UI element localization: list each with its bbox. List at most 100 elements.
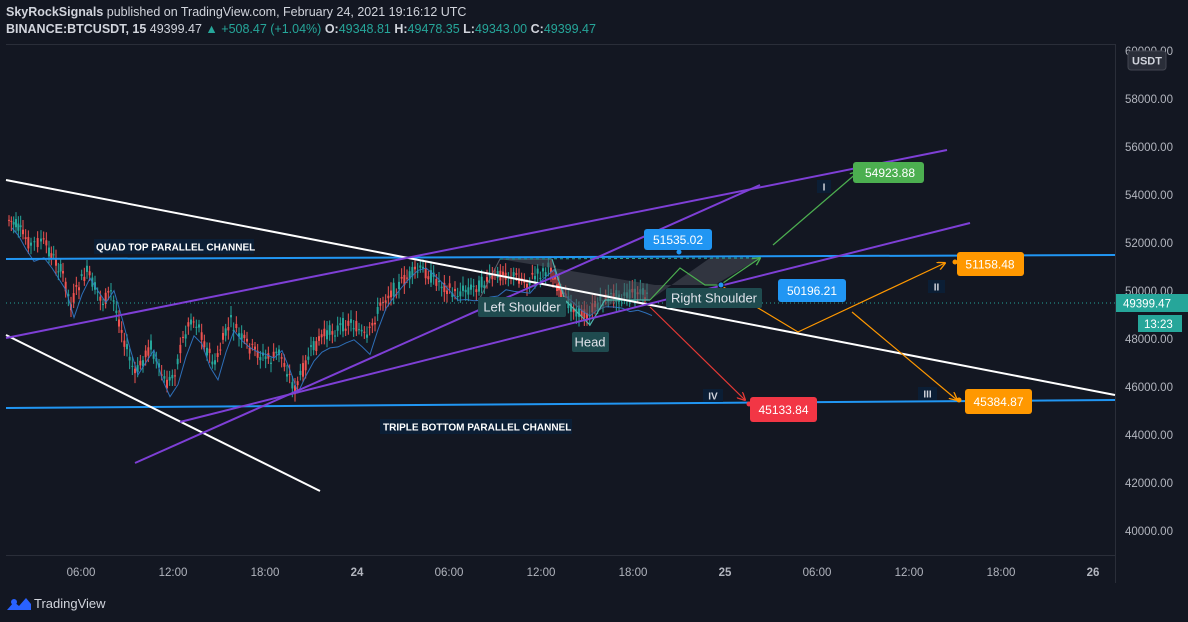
candle-body (52, 254, 55, 256)
target-price-45384[interactable]: 45384.87 (973, 395, 1023, 409)
candle-body (75, 285, 78, 287)
candle-body (554, 275, 556, 280)
candle-body (578, 305, 580, 317)
candle-body (528, 281, 531, 285)
candle-body (448, 283, 451, 288)
triple-bottom-label-bg (380, 419, 572, 434)
candle-body (363, 331, 366, 333)
candle-body (406, 277, 408, 279)
candle-body (142, 360, 144, 367)
candle-body (19, 225, 22, 228)
candle-body (382, 301, 384, 303)
candle-body (374, 322, 376, 325)
candle-body (240, 333, 243, 340)
candle-body (123, 340, 126, 347)
candle-body (278, 349, 280, 356)
candle-body (328, 325, 331, 335)
time-axis[interactable]: 06:00 12:00 18:00 24 06:00 12:00 18:00 25 06:00 1… (67, 567, 1100, 579)
projection-arrow-right-shoulder (649, 258, 760, 301)
candle-body (219, 349, 222, 351)
wave-iv-label[interactable]: IV (708, 392, 718, 403)
wave-iii-label[interactable]: III (923, 390, 932, 401)
time-tick-label: 06:00 (435, 567, 464, 579)
symbol-title[interactable]: BINANCE:BTCUSDT, 15 (6, 22, 147, 36)
candle-body (451, 292, 454, 298)
tradingview-brand[interactable]: TradingView (34, 596, 106, 611)
triple-bottom-channel-line (5, 399, 1116, 409)
candle-body (478, 280, 480, 292)
candle-body (27, 237, 30, 249)
candle-body (454, 288, 456, 292)
candle-body (96, 291, 99, 293)
candle-body (254, 346, 256, 350)
price-axis[interactable]: 60000.0058000.0056000.0054000.0052000.00… (1125, 46, 1173, 538)
candle-body (286, 374, 288, 377)
candle-body (539, 277, 542, 279)
quad-top-label[interactable]: QUAD TOP PARALLEL CHANNEL (96, 243, 255, 254)
candle-body (10, 220, 13, 222)
candle-body (408, 271, 411, 280)
candle-body (280, 357, 283, 359)
head-label-bg (572, 332, 609, 352)
ascending-channel-bottom (179, 222, 971, 423)
candle-body (200, 332, 203, 340)
candle-body (45, 240, 48, 246)
candle-body (216, 353, 219, 357)
price-change: +508.47 (+1.04%) (221, 22, 322, 36)
candle-body (318, 336, 320, 341)
candle-body (331, 331, 334, 335)
candle-body (580, 309, 583, 317)
candle-body (198, 324, 200, 328)
candle-body (190, 319, 192, 325)
wave-i-label[interactable]: I (823, 183, 826, 194)
candle-body (12, 222, 15, 225)
time-tick-label: 18:00 (987, 567, 1016, 579)
head-label[interactable]: Head (574, 335, 605, 350)
target-price-50196[interactable]: 50196.21 (787, 284, 837, 298)
candle-body (115, 310, 118, 313)
candle-body (387, 295, 390, 299)
wave-ii-label-bg (928, 280, 945, 293)
candle-body (259, 357, 262, 361)
target-badge-45133 (750, 397, 817, 422)
candle-body (523, 280, 526, 283)
candle-body (30, 242, 32, 246)
time-tick-label: 25 (719, 567, 732, 579)
price-tick-label: 54000.00 (1125, 190, 1173, 202)
wave-ii-label[interactable]: II (934, 283, 940, 294)
triple-bottom-label[interactable]: TRIPLE BOTTOM PARALLEL CHANNEL (383, 423, 571, 434)
candle-body (470, 284, 472, 290)
candle-body (291, 382, 294, 389)
target-price-45133[interactable]: 45133.84 (758, 403, 808, 417)
candle-body (534, 275, 536, 280)
candle-body (128, 356, 131, 361)
target-price-51535[interactable]: 51535.02 (653, 233, 703, 247)
currency-label[interactable]: USDT (1132, 56, 1162, 68)
right-shoulder-label[interactable]: Right Shoulder (671, 291, 758, 306)
candle-body (112, 300, 115, 302)
candle-body (403, 275, 406, 286)
tradingview-logo-icon[interactable] (6, 594, 32, 614)
candle-body (398, 281, 400, 290)
candle-body (136, 365, 139, 373)
candle-body (256, 350, 259, 358)
candle-body (304, 360, 307, 371)
candle-body (42, 238, 45, 240)
candle-body (288, 373, 291, 376)
left-shoulder-label[interactable]: Left Shoulder (483, 300, 561, 315)
candle-body (440, 286, 443, 289)
candle-body (62, 271, 64, 274)
footer: TradingView (0, 592, 200, 616)
candle-body (459, 291, 462, 297)
target-price-54923[interactable]: 54923.88 (865, 166, 915, 180)
candle-body (379, 302, 382, 306)
open-label: O: (324, 22, 339, 36)
target-badge-45384 (965, 389, 1032, 414)
publisher-name[interactable]: SkyRockSignals (6, 5, 104, 19)
time-tick-label: 18:00 (251, 567, 280, 579)
candle-body (134, 368, 136, 374)
price-tick-label: 42000.00 (1125, 478, 1173, 490)
candle-body (366, 334, 368, 338)
target-price-51158[interactable]: 51158.48 (965, 258, 1014, 272)
